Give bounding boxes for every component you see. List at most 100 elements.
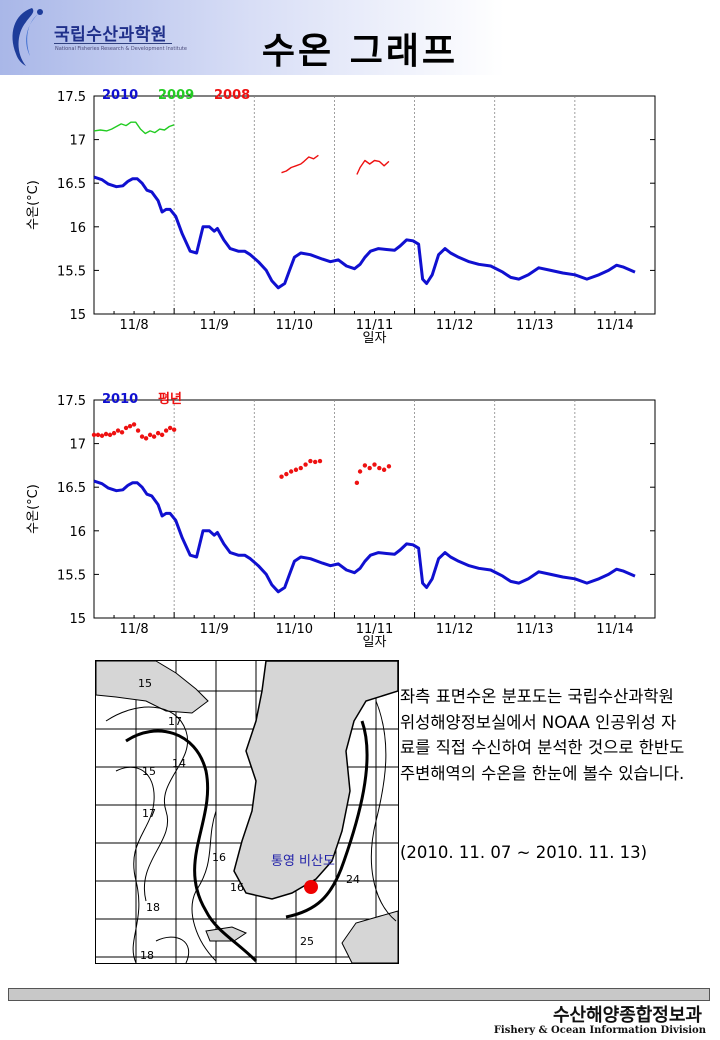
chart2-data-point xyxy=(159,432,165,438)
station-marker xyxy=(304,880,318,894)
chart2-legend-entry: 평년 xyxy=(158,391,182,407)
chart2-data-point xyxy=(303,462,308,467)
chart1-series-line-1 xyxy=(93,121,175,135)
chart1-x-tick-label: 11/10 xyxy=(276,318,313,333)
chart1-legend-entry: 2009 xyxy=(158,88,194,103)
chart2-data-point xyxy=(103,431,109,437)
institute-english-name: National Fisheries Research & Developmen… xyxy=(55,46,187,52)
footer-division-english: Fishery & Ocean Information Division xyxy=(493,1025,706,1036)
chart2-x-tick-label: 11/14 xyxy=(596,622,633,637)
chart1-x-tick-label: 11/14 xyxy=(596,318,633,333)
chart2-plot-frame xyxy=(93,399,656,619)
chart1-y-tick-label: 15.5 xyxy=(57,264,86,279)
chart1-x-tick-label: 11/8 xyxy=(119,318,148,333)
logo-divider xyxy=(54,43,172,44)
chart2-data-point xyxy=(279,474,284,479)
contour-label: 17 xyxy=(168,715,182,728)
chart2-data-point xyxy=(123,425,129,431)
chart2-data-point xyxy=(107,432,113,438)
chart1-x-tick-label: 11/13 xyxy=(516,318,553,333)
chart2-y-tick-label: 17 xyxy=(69,438,86,453)
station-label: 통영 비산도 xyxy=(271,854,335,869)
chart1-y-tick-label: 17 xyxy=(69,134,86,149)
chart2-x-axis-label: 일자 xyxy=(363,635,387,650)
chart2-data-point xyxy=(317,458,323,464)
chart2-data-point xyxy=(135,428,141,433)
chart2-data-point xyxy=(377,465,382,471)
chart1-y-tick-label: 16.5 xyxy=(57,177,86,192)
chart1-legend-entry: 2010 xyxy=(102,88,138,103)
page-title: 수온 그래프 xyxy=(261,31,459,72)
contour-label: 15 xyxy=(138,677,152,690)
chart2-data-point xyxy=(91,432,97,438)
chart2-x-tick-label: 11/10 xyxy=(276,622,313,637)
chart2-series-1 xyxy=(91,422,392,486)
institute-name: 국립수산과학원 xyxy=(54,25,167,45)
chart2-data-point xyxy=(354,480,360,486)
description-period: (2010. 11. 07 ~ 2010. 11. 13) xyxy=(400,843,648,862)
chart2-data-point xyxy=(163,428,169,433)
chart2-y-tick-label: 16.5 xyxy=(57,481,86,496)
thin-isotherms xyxy=(105,700,397,963)
chart2-legend-entry: 2010 xyxy=(102,392,138,407)
map-contour-labels: 15 17 14 15 17 16 18 18 16 24 25 xyxy=(138,677,360,962)
chart2-y-tick-label: 16 xyxy=(69,525,86,540)
contour-label: 14 xyxy=(172,757,186,770)
footer-division-korean: 수산해양종합정보과 xyxy=(552,1005,702,1026)
chart2-data-point xyxy=(119,430,125,435)
chart2-y-tick-label: 15.5 xyxy=(57,568,86,583)
chart1-series-line-2 xyxy=(281,154,319,174)
sea-surface-temperature-map: 15 17 14 15 17 16 18 18 16 24 25 통영 비산도 xyxy=(95,660,399,964)
chart2-data-point xyxy=(139,434,145,439)
chart2-data-point xyxy=(288,469,294,474)
chart2-data-point xyxy=(155,430,161,436)
contour-label: 15 xyxy=(142,765,156,778)
contour-label: 25 xyxy=(300,935,314,948)
chart2-data-point xyxy=(147,432,153,438)
contour-label: 17 xyxy=(142,807,156,820)
chart1-x-tick-label: 11/12 xyxy=(436,318,473,333)
sst-map-drawing: 15 17 14 15 17 16 18 18 16 24 25 xyxy=(96,661,398,963)
korean-peninsula-land xyxy=(233,661,398,900)
chart1-series-line-0 xyxy=(93,175,636,290)
footer-bar xyxy=(8,988,710,1001)
chart2-x-tick-label: 11/9 xyxy=(200,622,229,637)
chart2-data-point xyxy=(367,465,372,471)
contour-label: 16 xyxy=(230,881,244,894)
chart1-plot-frame xyxy=(93,95,656,315)
chart2-y-tick-label: 17.5 xyxy=(57,394,86,409)
chart2-data-point xyxy=(293,467,299,472)
contour-label: 16 xyxy=(212,851,226,864)
thick-isotherms xyxy=(125,720,369,963)
chart2-data-point xyxy=(372,462,377,467)
chart2-data-point xyxy=(357,469,363,474)
contour-label: 18 xyxy=(140,949,154,962)
chart1-y-tick-label: 17.5 xyxy=(57,90,86,105)
chart2-data-point xyxy=(131,422,137,427)
chart2-y-tick-label: 15 xyxy=(69,612,86,627)
chart1-x-tick-label: 11/11 xyxy=(356,318,393,333)
chart2-data-point xyxy=(127,423,133,429)
institute-logo-emblem xyxy=(12,8,43,66)
chart1-x-tick-label: 11/9 xyxy=(200,318,229,333)
chart2-data-point xyxy=(95,432,101,438)
chart2-data-point xyxy=(115,428,121,433)
chart2-data-point xyxy=(151,434,157,439)
chart2-x-tick-label: 11/8 xyxy=(119,622,148,637)
contour-label: 24 xyxy=(346,873,360,886)
contour-label: 18 xyxy=(146,901,160,914)
chart1-y-tick-label: 15 xyxy=(69,308,86,323)
chart1-y-tick-label: 16 xyxy=(69,221,86,236)
description-text: 좌측 표면수온 분포도는 국립수산과학원 위성해양정보실에서 NOAA 인공위성… xyxy=(400,687,685,783)
chart2-data-point xyxy=(167,425,173,431)
chart2-data-point xyxy=(99,433,105,438)
chart2-x-tick-label: 11/13 xyxy=(516,622,553,637)
chart2-data-point xyxy=(171,427,177,432)
chart2-data-point xyxy=(143,436,149,441)
chart2-data-point xyxy=(381,467,387,472)
chart2-data-point xyxy=(386,464,392,469)
chart2-data-point xyxy=(284,471,289,477)
chart1-y-axis-label: 수온(°C) xyxy=(26,180,41,230)
chart2-data-point xyxy=(362,463,368,468)
chart1-x-axis-label: 일자 xyxy=(363,331,387,346)
